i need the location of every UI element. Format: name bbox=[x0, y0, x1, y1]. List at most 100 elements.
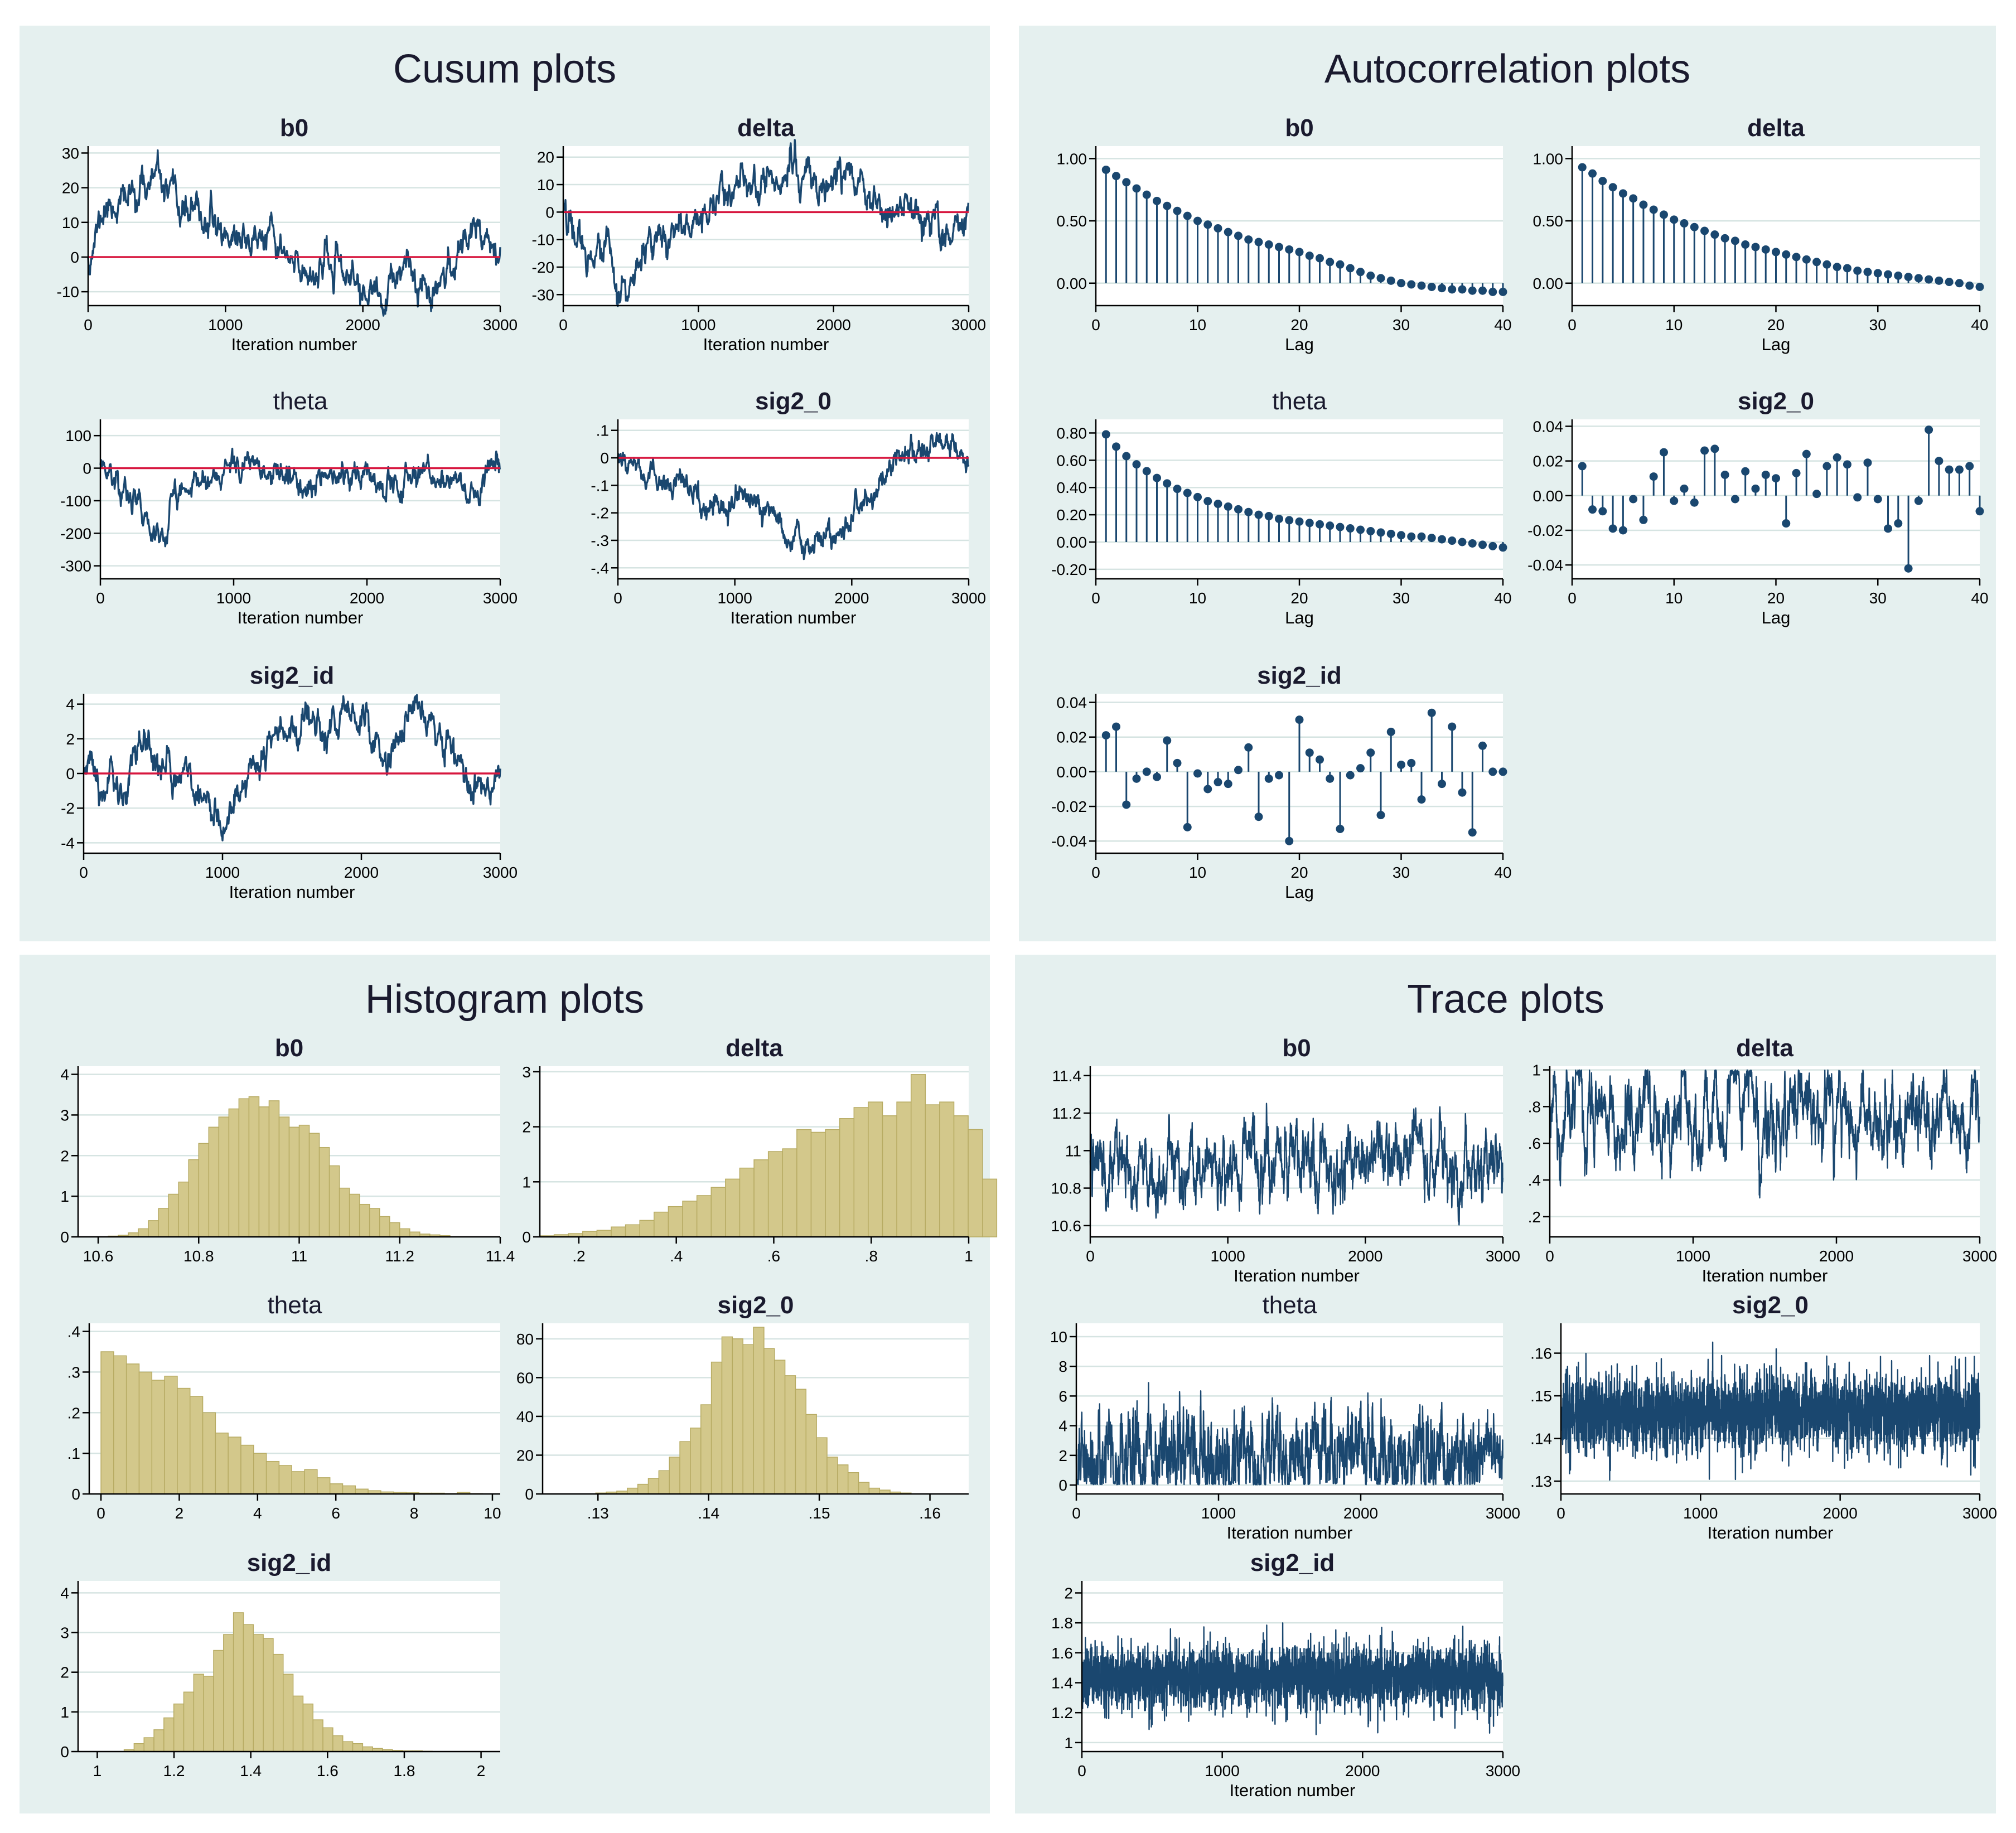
x-tick-label: 1000 bbox=[1211, 1247, 1245, 1265]
acf-point bbox=[1285, 245, 1294, 254]
x-axis-label: Iteration number bbox=[238, 608, 364, 627]
y-tick-label: .4 bbox=[1528, 1172, 1541, 1189]
acf-point bbox=[1680, 484, 1689, 493]
series bbox=[1101, 165, 1507, 296]
y-tick-label: -10 bbox=[57, 283, 79, 301]
acf-point bbox=[1305, 519, 1314, 528]
hist-bar bbox=[178, 1181, 190, 1237]
x-axis-label: Iteration number bbox=[1227, 1523, 1353, 1542]
hist-bar bbox=[654, 1211, 669, 1237]
acf-point bbox=[1438, 284, 1446, 293]
series bbox=[1101, 430, 1507, 552]
hist-bar bbox=[369, 1208, 380, 1237]
series bbox=[1578, 163, 1984, 291]
hist-bar bbox=[233, 1612, 244, 1752]
x-tick-label: 0 bbox=[96, 1505, 105, 1522]
x-axis-label: Iteration number bbox=[231, 335, 357, 354]
y-tick-label: .16 bbox=[1530, 1345, 1552, 1362]
y-tick-label: -200 bbox=[60, 525, 91, 542]
acf-point bbox=[1710, 230, 1719, 239]
acf-point bbox=[1153, 772, 1161, 781]
x-tick-label: 10 bbox=[1189, 589, 1206, 607]
x-tick-label: 1.4 bbox=[240, 1762, 262, 1779]
acf-point bbox=[1639, 515, 1648, 524]
hist-bar bbox=[173, 1703, 185, 1752]
x-tick-label: 2000 bbox=[1823, 1505, 1858, 1522]
acf-point bbox=[1336, 260, 1345, 269]
acf-point bbox=[1965, 281, 1974, 290]
hist-bar bbox=[202, 1412, 216, 1495]
x-tick-label: 8 bbox=[410, 1505, 419, 1522]
y-tick-label: 0.50 bbox=[1057, 212, 1087, 230]
acf-point bbox=[1173, 485, 1182, 494]
x-tick-label: 1000 bbox=[1676, 1247, 1710, 1265]
x-tick-label: 30 bbox=[1393, 864, 1410, 881]
x-axis-label: Iteration number bbox=[1230, 1781, 1356, 1800]
acf-point bbox=[1427, 282, 1436, 291]
hist-bar bbox=[304, 1469, 318, 1495]
chart-title: sig2_0 bbox=[1738, 388, 1814, 415]
hist-bar bbox=[355, 1488, 369, 1495]
acf-point bbox=[1853, 493, 1862, 502]
y-tick-label: -.4 bbox=[591, 559, 609, 577]
acf-point bbox=[1417, 532, 1426, 541]
acf-point bbox=[1751, 243, 1760, 252]
acf-point bbox=[1203, 220, 1212, 229]
x-tick-label: 2000 bbox=[346, 316, 380, 333]
x-tick-label: 30 bbox=[1393, 589, 1410, 607]
hist-bar bbox=[298, 1124, 310, 1237]
series bbox=[1089, 1102, 1503, 1226]
y-tick-label: -300 bbox=[60, 558, 91, 575]
hist-bar bbox=[240, 1444, 254, 1495]
y-tick-label: 4 bbox=[60, 1584, 69, 1602]
acf-point bbox=[1101, 430, 1110, 439]
y-tick-label: -10 bbox=[532, 231, 554, 249]
acf-point bbox=[1254, 812, 1263, 821]
chart-title: theta bbox=[1263, 1292, 1317, 1319]
acf-point bbox=[1659, 210, 1668, 219]
acf-point bbox=[1833, 263, 1841, 272]
acf-point bbox=[1670, 215, 1679, 224]
acf-point bbox=[1386, 276, 1395, 285]
hist-bar bbox=[725, 1178, 741, 1237]
y-tick-label: .14 bbox=[1530, 1430, 1552, 1448]
x-tick-label: 3000 bbox=[483, 589, 518, 607]
x-tick-label: 0 bbox=[1091, 316, 1100, 333]
hist-bar bbox=[639, 1220, 655, 1237]
acf-point bbox=[1254, 510, 1263, 519]
acf-point bbox=[1802, 255, 1811, 264]
acf-point bbox=[1224, 228, 1232, 236]
acf-point bbox=[1438, 780, 1446, 789]
y-tick-label: 0.00 bbox=[1057, 275, 1087, 292]
y-tick-label: 3 bbox=[60, 1106, 69, 1124]
acf-point bbox=[1234, 231, 1243, 240]
x-tick-label: 3000 bbox=[1962, 1247, 1997, 1265]
x-tick-label: 3000 bbox=[1486, 1505, 1520, 1522]
hist-bar bbox=[379, 1216, 390, 1237]
acf-point bbox=[1588, 169, 1597, 178]
acf-point bbox=[1193, 216, 1202, 225]
y-tick-label: 2 bbox=[522, 1119, 531, 1136]
y-tick-label: 0.00 bbox=[1057, 763, 1087, 781]
hist-bar bbox=[158, 1208, 169, 1237]
acf-point bbox=[1894, 271, 1903, 280]
hist-bar bbox=[223, 1634, 234, 1752]
acf-point bbox=[1407, 758, 1416, 767]
acf-point bbox=[1346, 771, 1355, 780]
hist-bar bbox=[203, 1676, 214, 1752]
acf-point bbox=[1183, 823, 1192, 831]
acf-point bbox=[1659, 448, 1668, 457]
hist-bar bbox=[690, 1428, 702, 1495]
y-tick-label: 1.8 bbox=[1051, 1614, 1073, 1632]
chart-title: sig2_id bbox=[1250, 1549, 1335, 1576]
hist-bar bbox=[847, 1472, 859, 1495]
hist-bar bbox=[882, 1115, 897, 1237]
y-tick-label: 100 bbox=[65, 427, 91, 444]
hist-bar bbox=[669, 1457, 680, 1495]
acf-point bbox=[1397, 279, 1405, 288]
y-tick-label: -100 bbox=[60, 492, 91, 510]
x-axis-label: Iteration number bbox=[731, 608, 857, 627]
hist-bar bbox=[625, 1224, 640, 1237]
acf-point bbox=[1822, 462, 1831, 471]
